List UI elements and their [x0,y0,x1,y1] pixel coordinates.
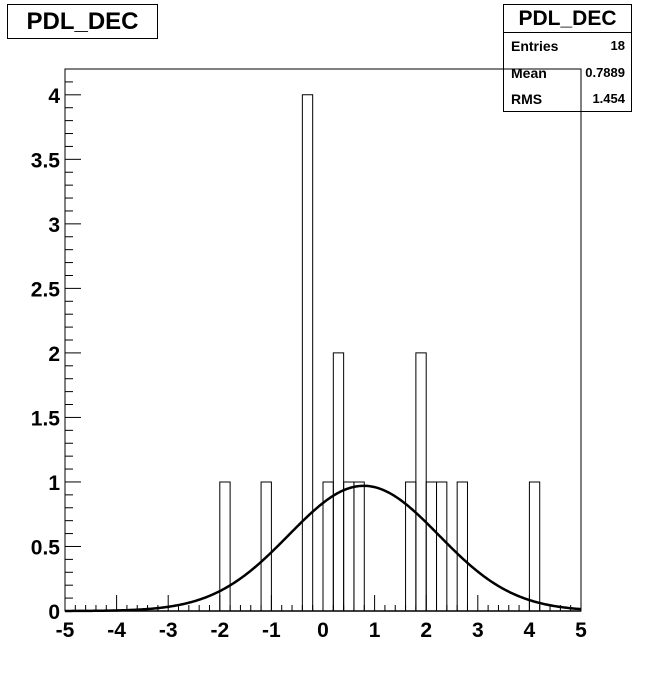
x-tick-label: 4 [524,619,536,642]
histogram-bin [528,481,541,611]
gaussian-fit-curve [65,484,582,613]
x-tick-label: 1 [369,619,381,642]
stats-value: 18 [610,38,625,53]
histogram-bin [425,481,438,611]
histogram-bin [219,481,231,611]
x-tick-label: -2 [210,619,229,642]
y-tick-label: 0 [48,601,60,624]
y-tick-label: 1 [48,472,60,495]
x-tick-label: -4 [107,619,126,642]
x-tick-label: -5 [56,619,75,642]
histogram-title: PDL_DEC [7,4,158,39]
stats-value: 1.454 [592,91,625,106]
histogram-bin [353,481,365,611]
histogram-bin [456,481,468,611]
x-tick-label: -3 [159,619,178,642]
y-tick-label: 0.5 [31,536,61,559]
y-tick-label: 4 [48,85,60,108]
histogram-bin [415,352,427,611]
stats-box: PDL_DEC Entries 18 Mean 0.7889 RMS 1.454 [503,4,632,112]
x-tick-label: 3 [472,619,484,642]
x-tick-label: -1 [262,619,281,642]
histogram-bin [260,481,272,611]
y-tick-label: 2 [48,343,60,366]
y-tick-label: 1.5 [31,407,61,430]
x-tick-label: 5 [575,619,587,642]
y-tick-label: 3.5 [31,149,61,172]
stats-value: 0.7889 [585,64,625,80]
histogram-bin [343,481,355,611]
stats-label: Entries [511,38,559,54]
x-tick-label: 2 [420,619,432,642]
histogram-bin [301,94,314,611]
x-tick-label: 0 [317,619,329,642]
stats-row-entries: Entries 18 [504,33,631,60]
y-tick-label: 2.5 [31,278,61,301]
histogram-bin [405,481,417,611]
stats-label: RMS [511,91,543,107]
histogram-bin [436,481,448,611]
y-tick-label: 3 [48,214,60,237]
stats-title: PDL_DEC [504,5,631,33]
histogram-bin [332,352,345,611]
stats-row-rms: RMS 1.454 [504,86,631,113]
